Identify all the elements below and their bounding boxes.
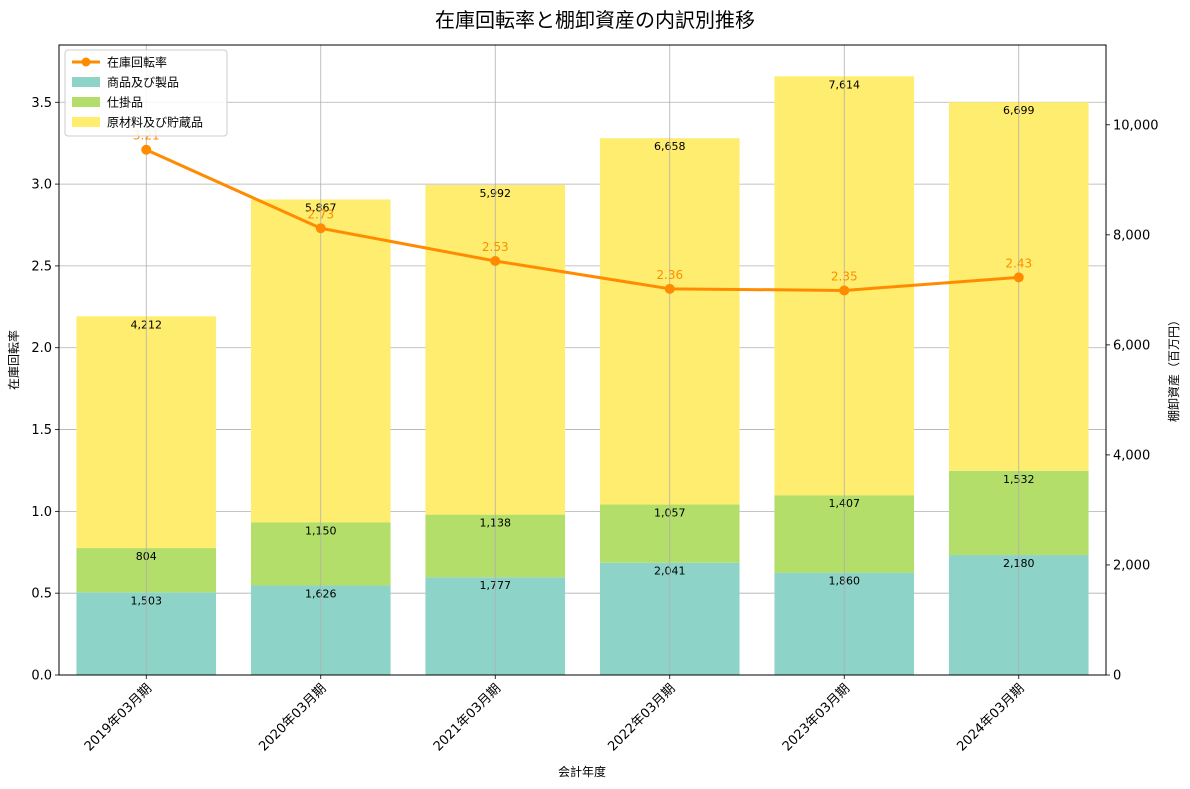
bars-layer (76, 76, 1089, 675)
legend-entry-label: 仕掛品 (107, 95, 143, 110)
legend-color-swatch (72, 117, 100, 127)
grid-layer (59, 101, 1106, 676)
y-right-axis-label: 棚卸資産（百万円） (1166, 314, 1181, 422)
y-left-tick-label: 2.5 (31, 259, 52, 274)
turnover-point (839, 285, 850, 296)
x-tick-label: 2024年03月期 (954, 681, 1027, 754)
legend-entry-label: 原材料及び貯蔵品 (107, 116, 203, 130)
turnover-value-label: 2.73 (307, 207, 334, 221)
legend-entry-label: 在庫回転率 (107, 55, 167, 70)
legend-box (64, 49, 228, 137)
legend-color-swatch (72, 77, 100, 87)
y-right-tick-label: 8,000 (1113, 228, 1150, 243)
turnover-value-label: 2.43 (1005, 256, 1032, 270)
x-tick-label: 2021年03月期 (431, 681, 504, 754)
turnover-line (145, 148, 1019, 292)
turnover-point (664, 283, 675, 294)
turnover-value-label: 2.35 (831, 269, 858, 283)
y-left-tick-label: 1.5 (31, 423, 52, 438)
y-right-tick-label: 2,000 (1113, 558, 1150, 573)
line-layer: 3.212.732.532.362.352.43 (133, 45, 1032, 675)
x-tick-label: 2020年03月期 (256, 681, 329, 754)
y-right-tick-label: 0 (1113, 669, 1121, 684)
turnover-value-label: 2.53 (482, 240, 509, 254)
legend-entry-label: 商品及び製品 (107, 75, 179, 90)
x-tick-label: 2022年03月期 (605, 681, 678, 754)
y-right-tick-label: 10,000 (1113, 118, 1159, 133)
turnover-point (141, 144, 152, 155)
plot-frame (58, 44, 1107, 676)
y-right-tick-label: 6,000 (1113, 338, 1150, 353)
y-left-tick-label: 0.0 (31, 669, 52, 684)
y-left-tick-label: 3.5 (31, 96, 52, 111)
legend-marker-swatch (81, 57, 91, 67)
turnover-value-label: 2.36 (656, 268, 683, 282)
y-left-tick-label: 3.0 (31, 178, 52, 193)
y-left-tick-label: 0.5 (31, 587, 52, 602)
y-right-tick-label: 4,000 (1113, 448, 1150, 463)
x-tick-label: 2019年03月期 (82, 681, 155, 754)
y-left-tick-label: 2.0 (31, 341, 52, 356)
chart-title: 在庫回転率と棚卸資産の内訳別推移 (435, 8, 755, 32)
legend-color-swatch (72, 97, 100, 107)
x-axis-label: 会計年度 (558, 764, 606, 779)
y-left-tick-label: 1.0 (31, 505, 52, 520)
turnover-point (315, 223, 326, 234)
y-left-axis-label: 在庫回転率 (6, 330, 21, 390)
turnover-point (1013, 272, 1024, 283)
x-tick-label: 2023年03月期 (780, 681, 853, 754)
turnover-point (490, 256, 501, 266)
